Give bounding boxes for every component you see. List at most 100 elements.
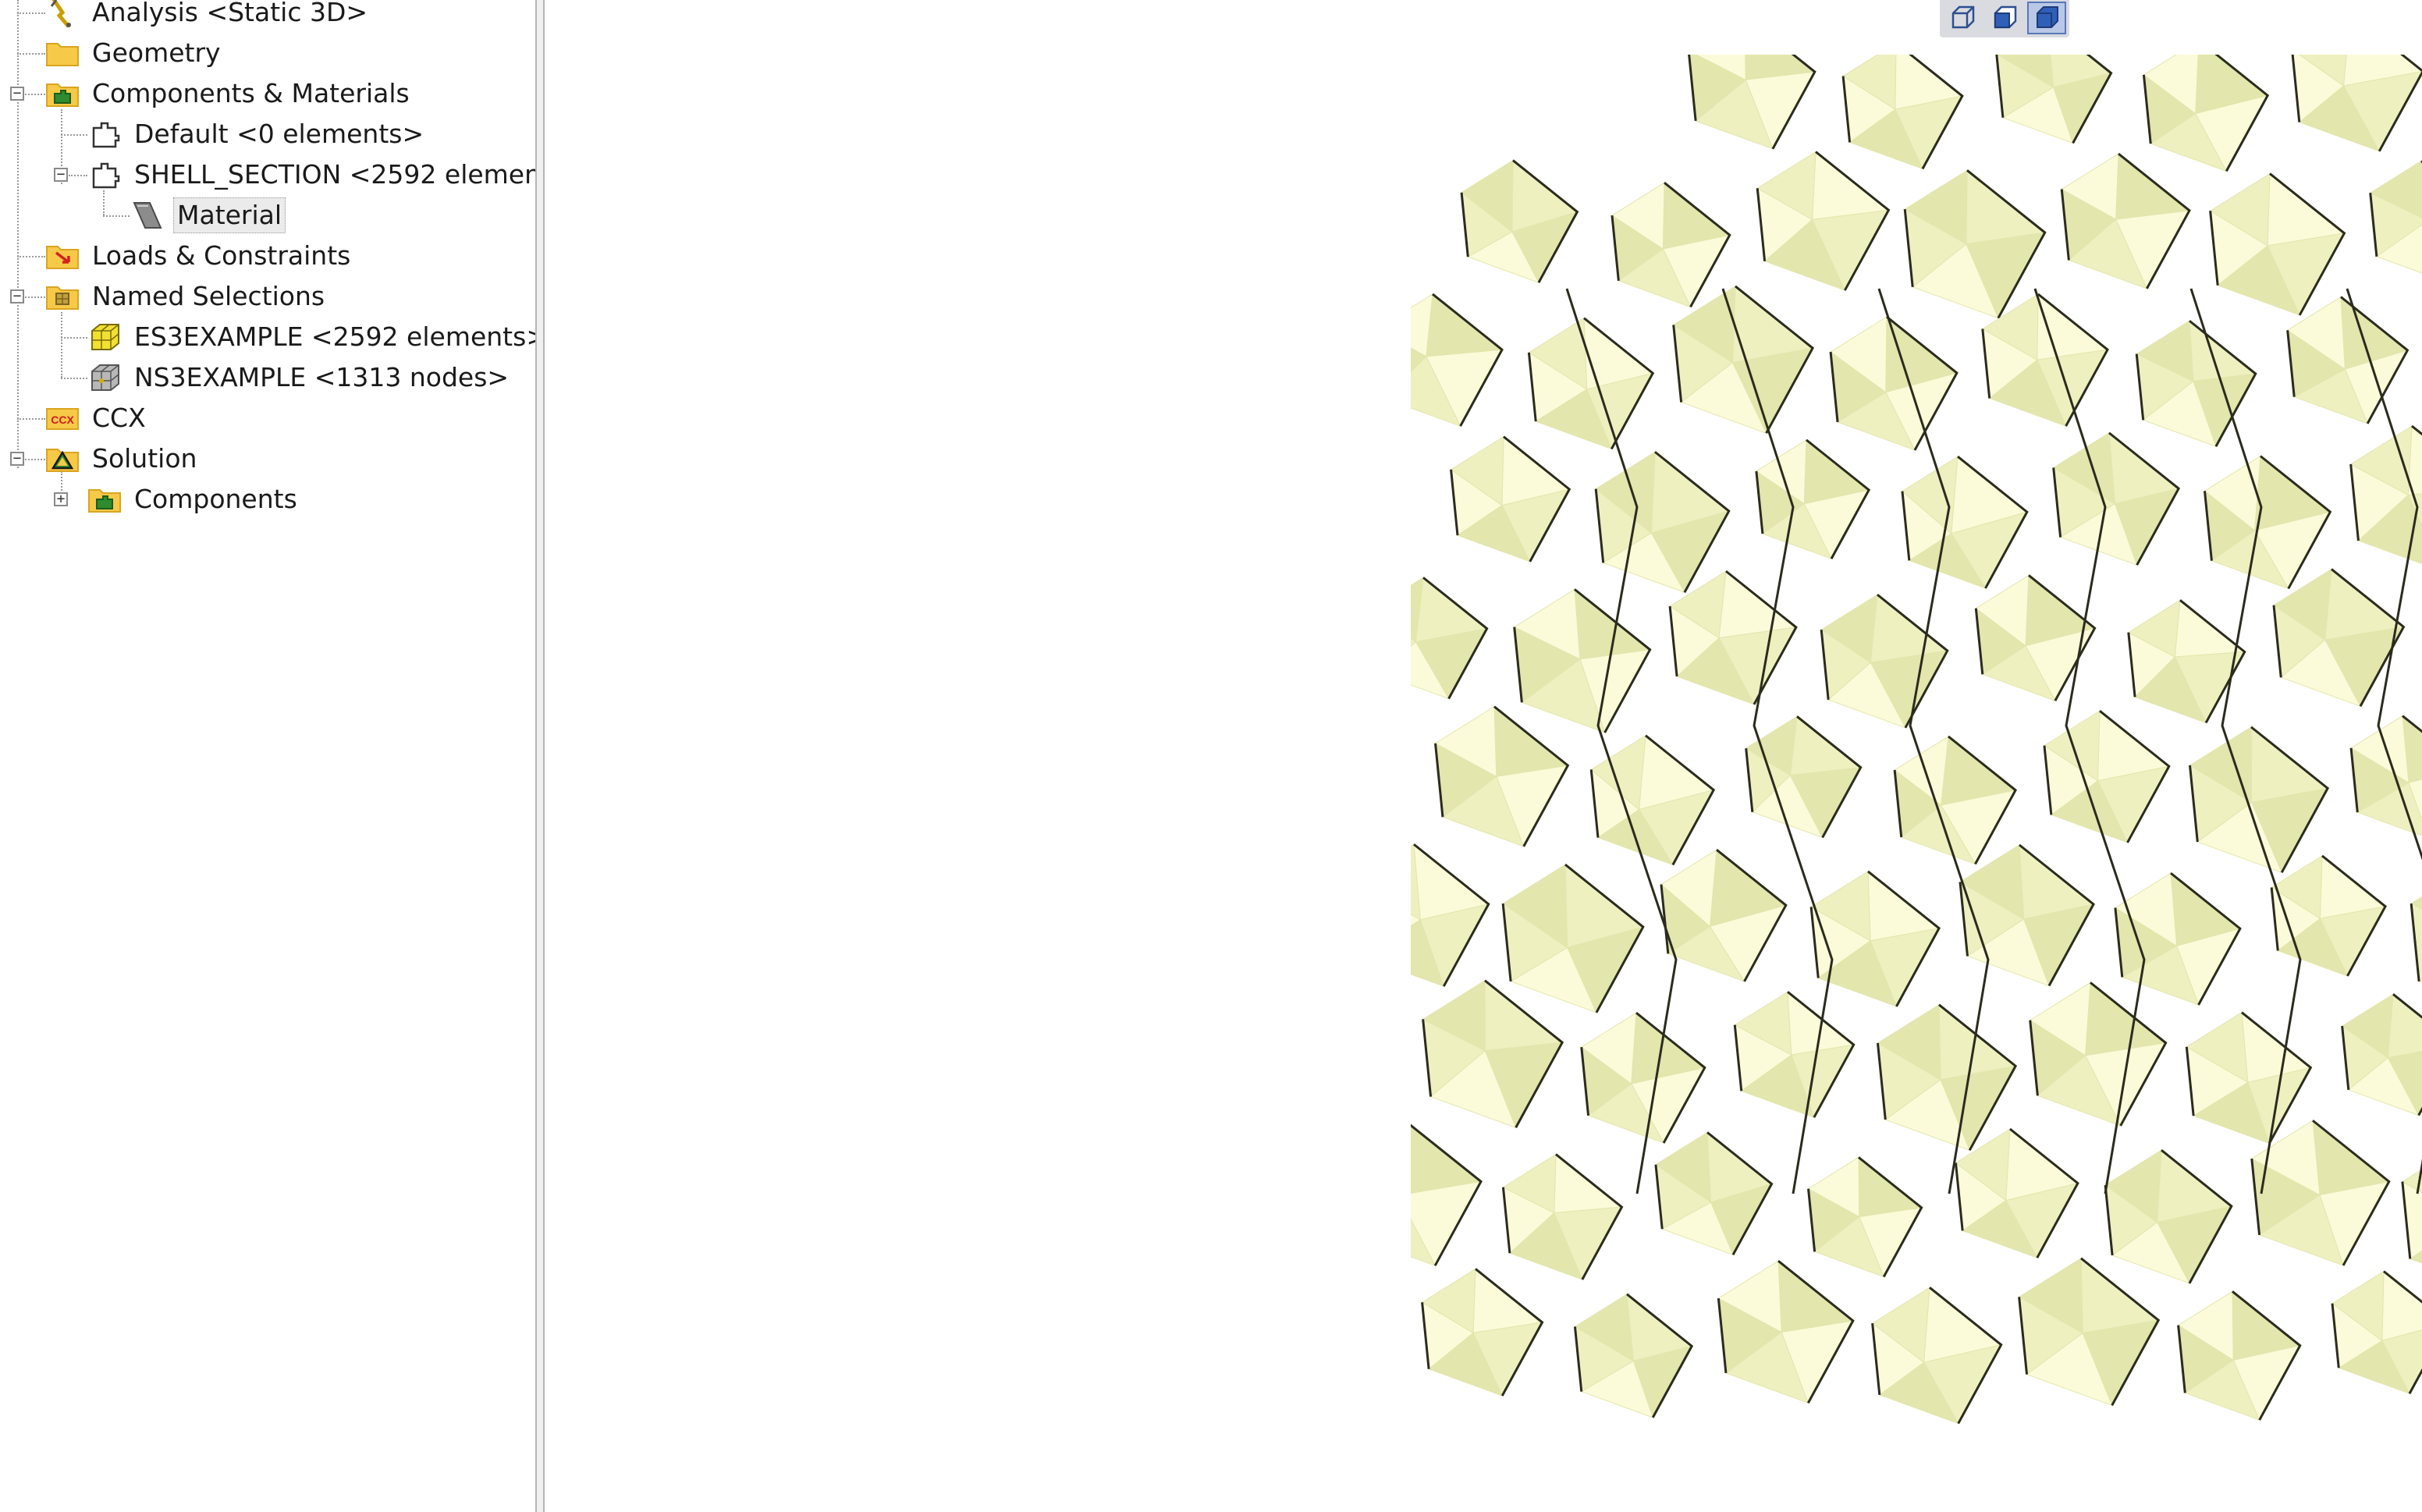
mesh-cell: [2204, 455, 2332, 590]
mesh-seam: [2346, 288, 2422, 1194]
mesh-facet: [1669, 570, 1727, 639]
mesh-cell: [1876, 1003, 2018, 1152]
mesh-edge: [2019, 843, 2095, 987]
tree-connector-line: [61, 312, 62, 378]
mesh-cell: [1871, 1287, 2003, 1425]
tree-item-loads-constraints[interactable]: Loads & Constraints: [45, 236, 353, 276]
tree-item-analysis[interactable]: Analysis <Static 3D>: [45, 0, 371, 33]
tree-item-default-component[interactable]: Default <0 elements>: [87, 114, 427, 154]
3d-viewport[interactable]: [545, 0, 2422, 1512]
tree-item-ccx[interactable]: CCX CCX: [45, 398, 149, 438]
mesh-edge: [1501, 1187, 1511, 1254]
mesh-facet: [2061, 153, 2119, 220]
mesh-edge: [1583, 317, 1655, 450]
mesh-facet: [1894, 735, 1949, 806]
tree-item-shell-section[interactable]: SHELL_SECTION <2592 elements: [87, 154, 535, 195]
mesh-facet: [1997, 55, 2054, 88]
mesh-cell: [1501, 864, 1645, 1013]
tree-item-solution-components[interactable]: Components: [87, 479, 300, 520]
tree-item-label: Material: [173, 197, 286, 233]
mesh-facet: [1411, 577, 1424, 643]
mesh-cell: [2135, 320, 2257, 448]
tree-item-ns3example[interactable]: NS3EXAMPLE <1313 nodes>: [87, 357, 512, 398]
mesh-cell: [1733, 991, 1856, 1119]
mesh-cell: [1660, 849, 1788, 982]
tree-item-label: NS3EXAMPLE <1313 nodes>: [134, 362, 510, 392]
mesh-facet: [1830, 316, 1888, 393]
mesh-edge: [1493, 705, 1570, 847]
collapse-solution-toggle[interactable]: −: [10, 452, 24, 466]
mesh-edge: [1664, 182, 1731, 308]
mesh-cell: [1611, 182, 1731, 308]
mesh-edge: [2052, 467, 2062, 538]
mesh-edge: [2037, 293, 2109, 427]
mesh-edge: [2260, 455, 2332, 590]
tree-item-geometry[interactable]: Geometry: [45, 33, 224, 73]
collapse-shell-section-toggle[interactable]: −: [54, 168, 68, 182]
mesh-cell: [1688, 55, 1816, 151]
shaded-edges-view-button[interactable]: [1985, 2, 2024, 34]
mesh-facet: [1513, 588, 1581, 660]
mesh-cell: [1450, 435, 1571, 563]
mesh-facet: [1434, 705, 1497, 778]
mesh-facet: [2114, 872, 2178, 947]
mesh-edge: [1807, 1188, 1816, 1252]
node-set-icon: [87, 360, 122, 395]
mesh-cell: [2127, 599, 2246, 724]
mesh-edge: [2090, 981, 2168, 1127]
shaded-view-button[interactable]: [2027, 2, 2066, 34]
expand-solution-components-toggle[interactable]: +: [54, 492, 68, 506]
mesh-seam: [2033, 288, 2146, 1194]
mesh-facet: [1461, 159, 1514, 233]
mesh-edge: [2028, 574, 2097, 701]
tree-item-components-materials[interactable]: Components & Materials: [45, 73, 413, 114]
mesh-facet: [1411, 641, 1450, 700]
mesh-edge: [2383, 1270, 2422, 1394]
tree-item-es3example[interactable]: ES3EXAMPLE <2592 elements>: [87, 317, 535, 357]
mesh-cell: [2177, 1290, 2302, 1421]
tree-item-label: Components: [134, 484, 297, 514]
mesh-facet: [1871, 1287, 1930, 1364]
mesh-edge: [1475, 1268, 1544, 1397]
mesh-edge: [1829, 351, 1839, 423]
tree-item-material[interactable]: Material: [130, 195, 286, 236]
mesh-facet: [1877, 1003, 1941, 1081]
mesh-edge: [1716, 849, 1788, 982]
mesh-edge: [1564, 864, 1645, 1013]
mesh-cell: [2270, 854, 2387, 978]
mesh-edge: [2250, 1158, 2261, 1236]
mesh-edge: [1573, 1326, 1583, 1392]
mesh-cell: [2189, 726, 2330, 874]
mesh-cell: [2331, 1270, 2422, 1395]
mesh-facet: [1842, 55, 1897, 111]
view-style-toolbar: [1940, 0, 2069, 37]
mesh-facet: [1580, 1012, 1637, 1085]
shell-mesh-model[interactable]: [1411, 55, 2422, 1512]
mesh-facet: [1904, 169, 1968, 245]
collapse-named-selections-toggle[interactable]: −: [10, 289, 24, 303]
mesh-edge: [1771, 55, 1816, 150]
mesh-edge: [2018, 1297, 2029, 1375]
mesh-facet: [1411, 293, 1433, 357]
component-icon: [87, 158, 122, 192]
mesh-facet: [1745, 715, 1798, 776]
mesh-facet: [2410, 896, 2422, 910]
mesh-cell: [1411, 293, 1504, 428]
mesh-edge: [2080, 1257, 2161, 1407]
tree-connector-line: [69, 175, 87, 176]
mesh-cell: [1901, 456, 2029, 589]
mesh-edge: [1981, 328, 1991, 399]
mesh-cell: [1841, 55, 1964, 170]
tree-connector-line: [17, 53, 45, 55]
tree-item-label: CCX: [92, 403, 146, 433]
mesh-edge: [2341, 1026, 2350, 1090]
tree-item-label: Named Selections: [92, 281, 325, 311]
collapse-components-materials-toggle[interactable]: −: [10, 87, 24, 101]
tree-item-solution[interactable]: Solution: [45, 438, 200, 479]
tree-item-named-selections[interactable]: Named Selections: [45, 276, 328, 317]
panel-splitter[interactable]: [535, 0, 545, 1512]
mesh-facet: [2174, 599, 2246, 658]
mesh-cell: [2349, 424, 2422, 565]
wireframe-view-button[interactable]: [1943, 2, 1982, 34]
mesh-edge: [2118, 152, 2191, 289]
